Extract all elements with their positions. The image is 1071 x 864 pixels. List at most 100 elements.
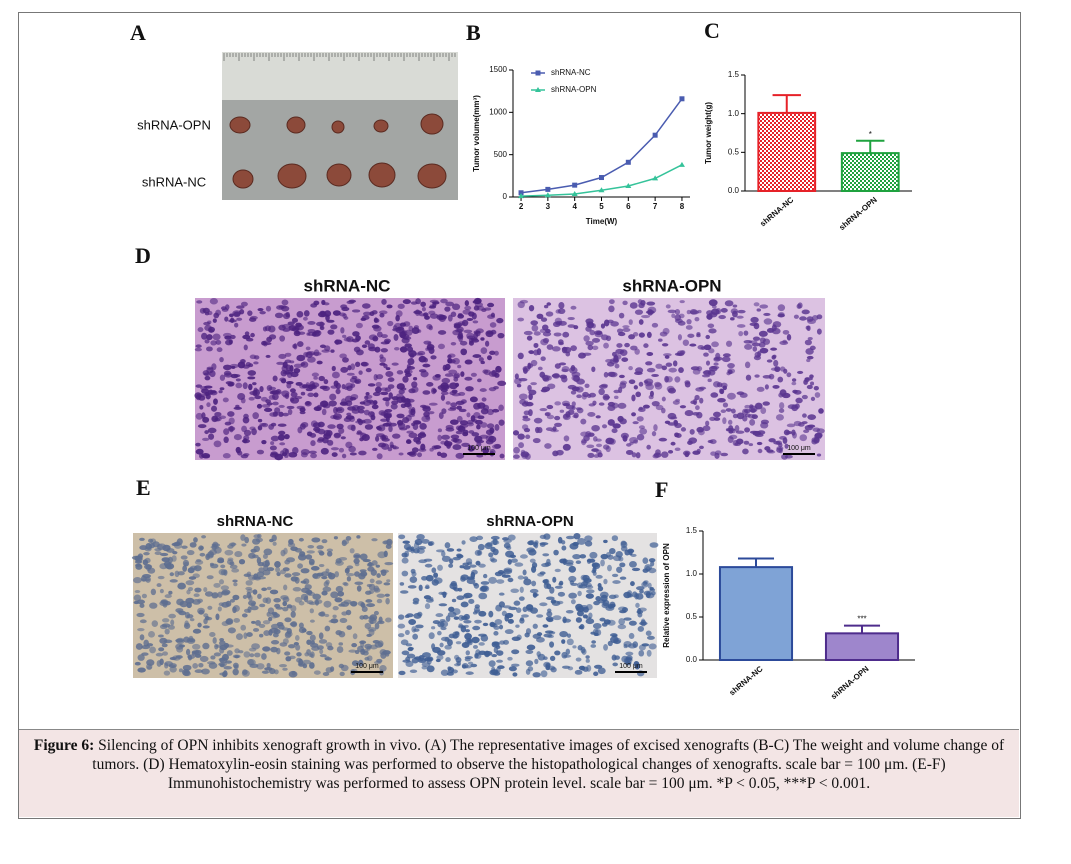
cell: [241, 425, 248, 433]
cell: [720, 308, 728, 313]
cell: [341, 540, 347, 547]
cell: [463, 565, 471, 570]
cell: [361, 603, 366, 608]
cell: [248, 595, 253, 602]
cell: [545, 596, 555, 600]
cell: [807, 336, 813, 341]
cell: [291, 670, 296, 676]
cell: [601, 622, 608, 627]
cell: [398, 534, 406, 540]
cell: [396, 420, 404, 426]
cell: [142, 559, 149, 566]
cell: [407, 585, 417, 589]
cell: [561, 368, 569, 373]
cell: [322, 586, 332, 592]
cell: [646, 444, 651, 450]
cell: [382, 397, 391, 402]
cell: [362, 311, 372, 316]
cell: [318, 632, 324, 640]
cell: [586, 444, 595, 449]
cell: [385, 367, 391, 371]
cell: [607, 371, 616, 377]
cell: [647, 582, 652, 589]
cell: [603, 539, 608, 544]
cell: [410, 568, 416, 574]
marker: [652, 132, 658, 138]
cell: [445, 301, 455, 307]
cell: [323, 600, 332, 608]
cell: [391, 362, 399, 366]
cell: [507, 618, 514, 624]
cell: [519, 618, 525, 624]
cell: [360, 571, 368, 577]
cell: [507, 577, 514, 583]
cell: [752, 336, 761, 341]
cell: [272, 375, 278, 382]
cell: [803, 379, 808, 385]
cell: [452, 373, 460, 379]
cell: [791, 381, 797, 386]
cell: [609, 299, 615, 305]
cell: [201, 535, 207, 539]
cell: [274, 560, 281, 568]
cell: [512, 672, 518, 677]
cell: [291, 317, 298, 323]
cell: [279, 642, 288, 647]
cell: [291, 572, 301, 577]
cell: [169, 666, 177, 673]
cell: [225, 618, 234, 625]
cell: [682, 339, 690, 347]
cell: [170, 619, 175, 626]
cell: [307, 321, 316, 325]
cell: [770, 347, 778, 351]
cell: [204, 591, 214, 597]
cell: [384, 561, 394, 566]
cell: [262, 553, 268, 559]
cell: [646, 351, 654, 357]
cell: [615, 551, 623, 558]
cell: [353, 558, 360, 564]
cell: [348, 299, 357, 303]
cell: [300, 361, 309, 368]
cell: [442, 364, 447, 372]
cell: [373, 610, 379, 616]
cell: [750, 408, 756, 413]
cell: [472, 582, 478, 586]
cell: [256, 663, 265, 670]
cell: [166, 548, 175, 553]
cell: [355, 335, 361, 342]
cell: [684, 409, 694, 417]
cell: [421, 539, 430, 544]
cell: [452, 608, 461, 616]
cell: [309, 380, 316, 388]
cell: [355, 361, 361, 367]
cell: [742, 448, 749, 455]
panel-letter: E: [136, 475, 151, 500]
cell: [695, 405, 700, 411]
cell: [286, 381, 294, 385]
cell: [334, 339, 340, 346]
cell: [464, 359, 473, 365]
cell: [649, 542, 659, 548]
cell: [382, 422, 391, 427]
cell: [378, 616, 383, 623]
cell: [528, 350, 535, 355]
cell: [456, 405, 462, 410]
cell: [257, 418, 263, 423]
cell: [253, 361, 259, 365]
cell: [782, 329, 790, 335]
cell: [385, 371, 394, 377]
cell: [313, 392, 319, 398]
cell: [626, 660, 632, 666]
cell: [480, 422, 488, 428]
cell: [516, 383, 522, 388]
cell: [766, 359, 773, 363]
cell: [549, 655, 556, 662]
cell: [183, 562, 189, 567]
cell: [607, 619, 616, 626]
cell: [493, 641, 498, 647]
cell: [338, 603, 345, 607]
cell: [372, 391, 381, 397]
cell: [608, 438, 616, 445]
cell: [474, 604, 480, 609]
